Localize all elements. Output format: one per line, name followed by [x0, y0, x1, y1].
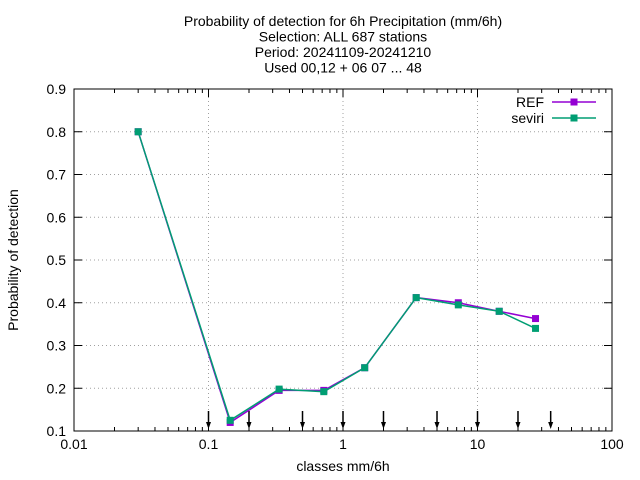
- y-tick-label: 0.7: [47, 167, 67, 183]
- y-tick-label: 0.2: [47, 380, 67, 396]
- legend-swatch-marker: [570, 98, 578, 106]
- data-point-seviri: [361, 364, 369, 372]
- data-point-seviri: [275, 385, 283, 393]
- title-line: Selection: ALL 687 stations: [259, 29, 427, 45]
- threshold-arrow: [434, 411, 440, 429]
- x-axis-label: classes mm/6h: [296, 458, 389, 474]
- threshold-arrow: [475, 411, 480, 429]
- y-tick-label: 0.6: [47, 209, 67, 225]
- threshold-arrow: [548, 411, 554, 429]
- series-line-seviri: [137, 131, 536, 422]
- data-point-seviri: [320, 388, 328, 396]
- data-point-seviri: [454, 301, 462, 309]
- y-tick-label: 0.3: [47, 338, 67, 354]
- series-line-ref: [137, 131, 536, 424]
- class-threshold-arrows: [206, 411, 554, 429]
- y-tick-label: 0.5: [47, 252, 67, 268]
- threshold-arrow: [206, 411, 211, 429]
- data-point-ref: [532, 315, 540, 323]
- threshold-arrow: [515, 411, 521, 429]
- y-tick-label: 0.4: [47, 295, 67, 311]
- threshold-arrow-head: [515, 422, 521, 429]
- title-line: Probability of detection for 6h Precipit…: [184, 13, 502, 29]
- legend-label: seviri: [511, 110, 544, 126]
- data-point-seviri: [495, 307, 503, 315]
- title-line: Period: 20241109-20241210: [255, 44, 432, 60]
- threshold-arrow: [300, 411, 306, 429]
- legend-swatch-marker: [570, 114, 578, 122]
- threshold-arrow: [340, 411, 346, 429]
- x-tick-label: 1: [339, 436, 347, 452]
- threshold-arrow-head: [475, 422, 480, 429]
- threshold-arrow-head: [380, 422, 386, 429]
- chart-title: Probability of detection for 6h Precipit…: [184, 13, 502, 76]
- threshold-arrow-head: [548, 422, 554, 429]
- data-point-seviri: [226, 416, 234, 424]
- x-tick-label: 10: [470, 436, 486, 452]
- title-line: Used 00,12 + 06 07 ... 48: [264, 60, 422, 76]
- threshold-arrow-head: [340, 422, 346, 429]
- series-lines: [134, 128, 540, 426]
- y-tick-label: 0.8: [47, 124, 67, 140]
- data-point-seviri: [134, 128, 142, 136]
- grid: [74, 89, 612, 431]
- threshold-arrow-head: [246, 422, 252, 429]
- x-tick-label: 0.1: [199, 436, 219, 452]
- x-tick-label: 100: [600, 436, 624, 452]
- legend-label: REF: [516, 94, 544, 110]
- threshold-arrow-head: [206, 422, 211, 429]
- y-tick-label: 0.1: [47, 423, 67, 439]
- data-point-seviri: [532, 324, 540, 332]
- threshold-arrow-head: [434, 422, 440, 429]
- threshold-arrow: [246, 411, 252, 429]
- data-point-seviri: [412, 294, 420, 302]
- y-tick-label: 0.9: [47, 81, 67, 97]
- threshold-arrow-head: [300, 422, 306, 429]
- x-tick-label: 0.01: [60, 436, 87, 452]
- y-axis-label: Probability of detection: [5, 189, 21, 331]
- threshold-arrow: [380, 411, 386, 429]
